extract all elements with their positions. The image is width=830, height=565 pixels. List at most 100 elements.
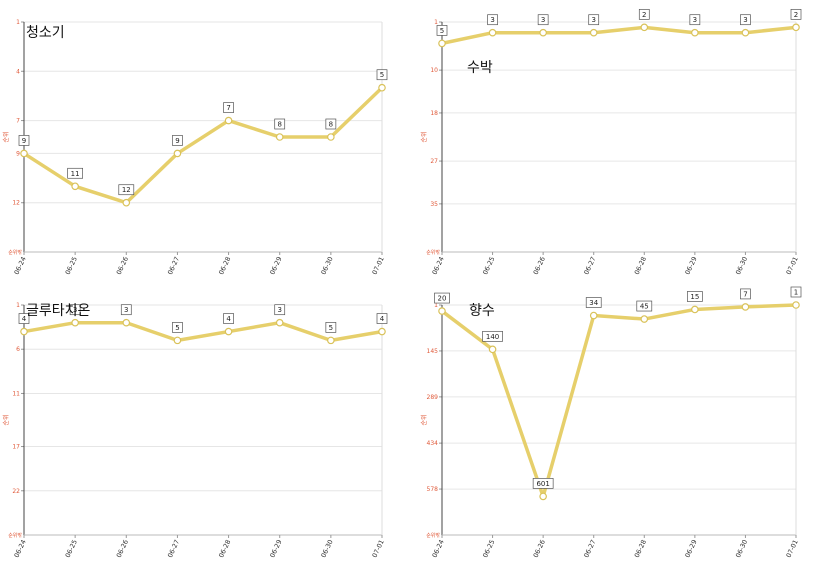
data-point: [539, 492, 547, 501]
y-out-of-rank-label: 순위밖: [8, 249, 22, 256]
y-tick-label: 1: [16, 19, 20, 26]
data-label-box: [18, 135, 30, 146]
data-label-box: [376, 313, 388, 324]
data-label-text: 3: [124, 306, 128, 314]
data-label-text: 1: [794, 289, 798, 297]
data-label-text: 3: [490, 16, 494, 24]
data-label-text: 601: [536, 480, 549, 488]
data-label-box: [537, 14, 549, 26]
y-tick-label: 434: [427, 440, 439, 447]
x-tick-label: 06-28: [633, 255, 648, 276]
data-label-text: 4: [22, 315, 27, 323]
data-label: 7: [740, 288, 751, 300]
data-label-box: [487, 14, 498, 26]
series-line: [22, 320, 384, 343]
data-point: [71, 182, 79, 191]
data-label-box: [274, 118, 286, 130]
y-tick-label: 22: [12, 488, 20, 495]
x-tick-label: 06-28: [217, 255, 232, 276]
data-label-box: [325, 322, 337, 333]
x-tick-label: 06-28: [217, 538, 232, 559]
data-point: [792, 23, 800, 32]
series-line: [440, 303, 798, 499]
y-axis-title: 순위: [2, 131, 10, 142]
data-label-box: [376, 69, 388, 81]
data-label-text: 7: [743, 290, 747, 298]
y-tick-label: 10: [430, 67, 438, 74]
data-point: [640, 315, 649, 323]
data-label-box: [532, 478, 554, 489]
data-label-text: 45: [640, 303, 649, 311]
data-label: 9: [172, 135, 183, 146]
x-tick-label: 07-01: [785, 255, 800, 276]
data-label-text: 3: [73, 306, 77, 314]
chart-title: 청소기: [26, 25, 65, 41]
x-tick-label: 06-27: [582, 255, 597, 276]
data-label-text: 5: [440, 27, 444, 35]
y-tick-label: 578: [427, 486, 439, 493]
y-out-of-rank-label: 순위밖: [8, 532, 22, 539]
data-point: [20, 149, 28, 158]
x-tick-label: 06-24: [431, 538, 446, 559]
y-tick-label: 145: [427, 348, 439, 355]
data-point: [173, 336, 182, 345]
x-tick-label: 06-30: [734, 538, 749, 559]
data-point: [173, 149, 182, 158]
data-label-text: 12: [122, 186, 131, 194]
chart-panel-1: 1 4 7 9 12 순위밖 순위 06-24 06-25 06-26 06-27 06-28 06-2…: [2, 19, 388, 276]
data-label-box: [740, 14, 751, 26]
data-label: 34: [585, 297, 602, 308]
data-label-box: [436, 25, 448, 36]
data-label-box: [790, 8, 802, 20]
x-tick-label: 07-01: [371, 538, 386, 559]
data-label-text: 4: [380, 315, 385, 323]
data-label-text: 3: [693, 16, 697, 24]
data-point: [589, 28, 598, 37]
x-tick-label: 06-24: [13, 255, 28, 276]
data-point: [438, 39, 446, 48]
y-out-of-rank-label: 순위밖: [426, 532, 440, 539]
chart-panel-3: 1 6 11 17 22 순위밖 순위 06-24 06-25 06-26 06-27 06-28 06…: [2, 302, 388, 559]
data-label: 5: [325, 322, 337, 333]
data-label-box: [325, 118, 337, 130]
y-tick-label: 4: [16, 68, 20, 75]
data-label: 3: [537, 14, 549, 26]
y-axis-title: 순위: [420, 131, 428, 142]
data-label-box: [689, 14, 701, 26]
x-tick-label: 06-26: [115, 255, 130, 276]
data-label: 3: [69, 304, 81, 316]
series-line: [440, 25, 798, 46]
y-tick-label: 289: [427, 394, 439, 401]
x-tick-label: 06-25: [64, 255, 79, 276]
y-out-of-rank-label: 순위밖: [426, 249, 440, 256]
data-label-text: 5: [329, 324, 333, 332]
y-axis-title: 순위: [420, 414, 428, 425]
data-point: [589, 311, 598, 320]
data-label-text: 11: [71, 170, 80, 178]
data-label-box: [172, 135, 183, 146]
data-label: 8: [325, 118, 337, 130]
y-tick-label: 12: [12, 200, 20, 207]
data-point: [327, 133, 335, 141]
data-label-text: 3: [277, 306, 281, 314]
data-point: [224, 327, 233, 336]
data-label-text: 5: [175, 324, 179, 332]
y-tick-label: 1: [16, 302, 20, 309]
data-point: [488, 345, 497, 354]
x-tick-label: 06-30: [319, 255, 334, 276]
data-label: 5: [436, 25, 448, 36]
chart-title: 글루타치온: [26, 303, 91, 319]
y-tick-label: 17: [12, 444, 20, 451]
data-label: 20: [434, 292, 450, 304]
y-tick-label: 6: [16, 346, 20, 353]
data-point: [275, 133, 284, 141]
data-label: 2: [638, 8, 650, 20]
x-tick-label: 06-27: [582, 538, 597, 559]
data-point: [122, 198, 131, 207]
data-label: 4: [18, 313, 30, 324]
x-tick-label: 07-01: [785, 538, 800, 559]
data-point: [122, 318, 131, 327]
data-label-text: 9: [175, 137, 179, 145]
